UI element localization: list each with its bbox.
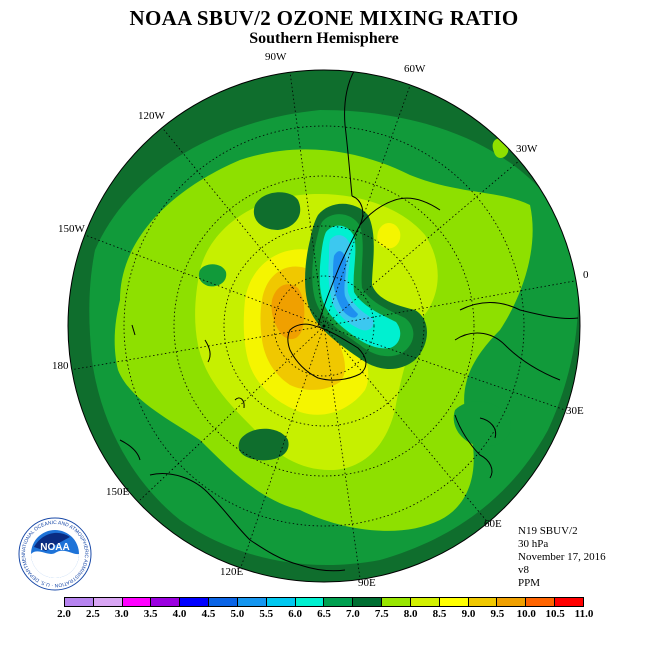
colorbar-tick-label: 11.0 xyxy=(574,608,594,620)
colorbar-ticks: 2.0 2.5 3.0 3.5 4.0 4.5 5.0 5.5 6.0 6.5 7.0 7.5 8.0 8… xyxy=(57,608,593,622)
colorbar-swatch xyxy=(382,598,411,606)
colorbar-swatch xyxy=(497,598,527,606)
lon-label-120w: 120W xyxy=(138,110,165,122)
colorbar-tick-label: 8.0 xyxy=(403,608,418,620)
colorbar-tick-label: 10.5 xyxy=(545,608,565,620)
colorbar-swatch xyxy=(295,598,325,606)
colorbar-swatch xyxy=(324,598,354,606)
colorbar-tick-label: 5.5 xyxy=(259,608,274,620)
colorbar-tick-label: 2.5 xyxy=(86,608,100,620)
info-version: v8 xyxy=(518,564,529,576)
longitude-meridians xyxy=(69,71,580,579)
colorbar-tick-label: 8.5 xyxy=(432,608,447,620)
colorbar-swatch xyxy=(468,598,498,606)
noaa-logo-text: NOAA xyxy=(40,542,69,553)
lon-label-150w: 150W xyxy=(58,223,85,235)
noaa-logo: NATIONAL OCEANIC AND ATMOSPHERIC ADMINIS… xyxy=(18,517,92,591)
colorbar-tick-label: 6.0 xyxy=(288,608,302,620)
hemisphere-outline xyxy=(67,69,581,583)
colorbar-swatch xyxy=(93,598,123,606)
colorbar-swatch xyxy=(151,598,181,606)
product-info: N19 SBUV/2 30 hPa November 17, 2016 v8 P… xyxy=(518,525,606,590)
lon-label-30e: 30E xyxy=(566,405,584,417)
map-title: NOAA SBUV/2 OZONE MIXING RATIO xyxy=(129,6,519,30)
map-subtitle: Southern Hemisphere xyxy=(249,30,399,47)
lon-label-60w: 60W xyxy=(404,63,426,75)
colorbar-swatch xyxy=(180,598,210,606)
colorbar-tick-label: 9.5 xyxy=(490,608,505,620)
info-pressure-level: 30 hPa xyxy=(518,538,549,550)
light-green-patch-sw xyxy=(299,473,383,512)
colorbar-tick-label: 4.0 xyxy=(172,608,187,620)
colorbar-swatch xyxy=(410,598,440,606)
lon-label-120e: 120E xyxy=(220,566,244,578)
coastlines xyxy=(119,70,579,572)
colorbar-swatch xyxy=(353,598,383,606)
lon-label-90w: 90W xyxy=(265,51,287,63)
info-satellite: N19 SBUV/2 xyxy=(518,525,578,537)
info-units: PPM xyxy=(518,577,541,589)
lon-label-0: 0 xyxy=(583,269,589,281)
lon-label-90e: 90E xyxy=(358,577,376,589)
colorbar-swatch xyxy=(266,598,296,606)
dark-green-patch-south xyxy=(238,428,289,461)
colorbar-tick-label: 4.5 xyxy=(201,608,216,620)
colorbar-swatch xyxy=(526,598,556,606)
colorbar-tick-label: 9.0 xyxy=(461,608,476,620)
colorbar-swatch xyxy=(555,598,583,606)
colorbar-tick-label: 6.5 xyxy=(317,608,331,620)
colorbar-tick-label: 3.5 xyxy=(143,608,158,620)
orange-region xyxy=(271,284,305,340)
lon-label-60e: 60E xyxy=(484,518,502,530)
colorbar-swatch xyxy=(237,598,267,606)
colorbar-swatch xyxy=(439,598,469,606)
colorbar-swatch xyxy=(65,598,94,606)
latitude-circles xyxy=(123,125,525,527)
lon-label-180: 180 xyxy=(52,360,69,372)
lon-label-30w: 30W xyxy=(516,143,538,155)
colorbar-tick-label: 3.0 xyxy=(114,608,129,620)
yellow-patch-north xyxy=(377,223,401,249)
info-date: November 17, 2016 xyxy=(518,551,606,563)
colorbar-tick-label: 2.0 xyxy=(57,608,71,620)
colorbar-tick-label: 10.0 xyxy=(516,608,536,620)
colorbar-swatch xyxy=(122,598,152,606)
lon-label-150e: 150E xyxy=(106,486,130,498)
colorbar-tick-label: 7.5 xyxy=(374,608,389,620)
mid-green-patch-east xyxy=(453,401,511,447)
colorbar-tick-label: 7.0 xyxy=(346,608,360,620)
colorbar xyxy=(64,597,584,607)
colorbar-tick-label: 5.0 xyxy=(230,608,245,620)
dark-green-patch-west xyxy=(253,192,301,230)
colorbar-swatch xyxy=(209,598,238,606)
mid-green-patch-west xyxy=(198,264,227,287)
